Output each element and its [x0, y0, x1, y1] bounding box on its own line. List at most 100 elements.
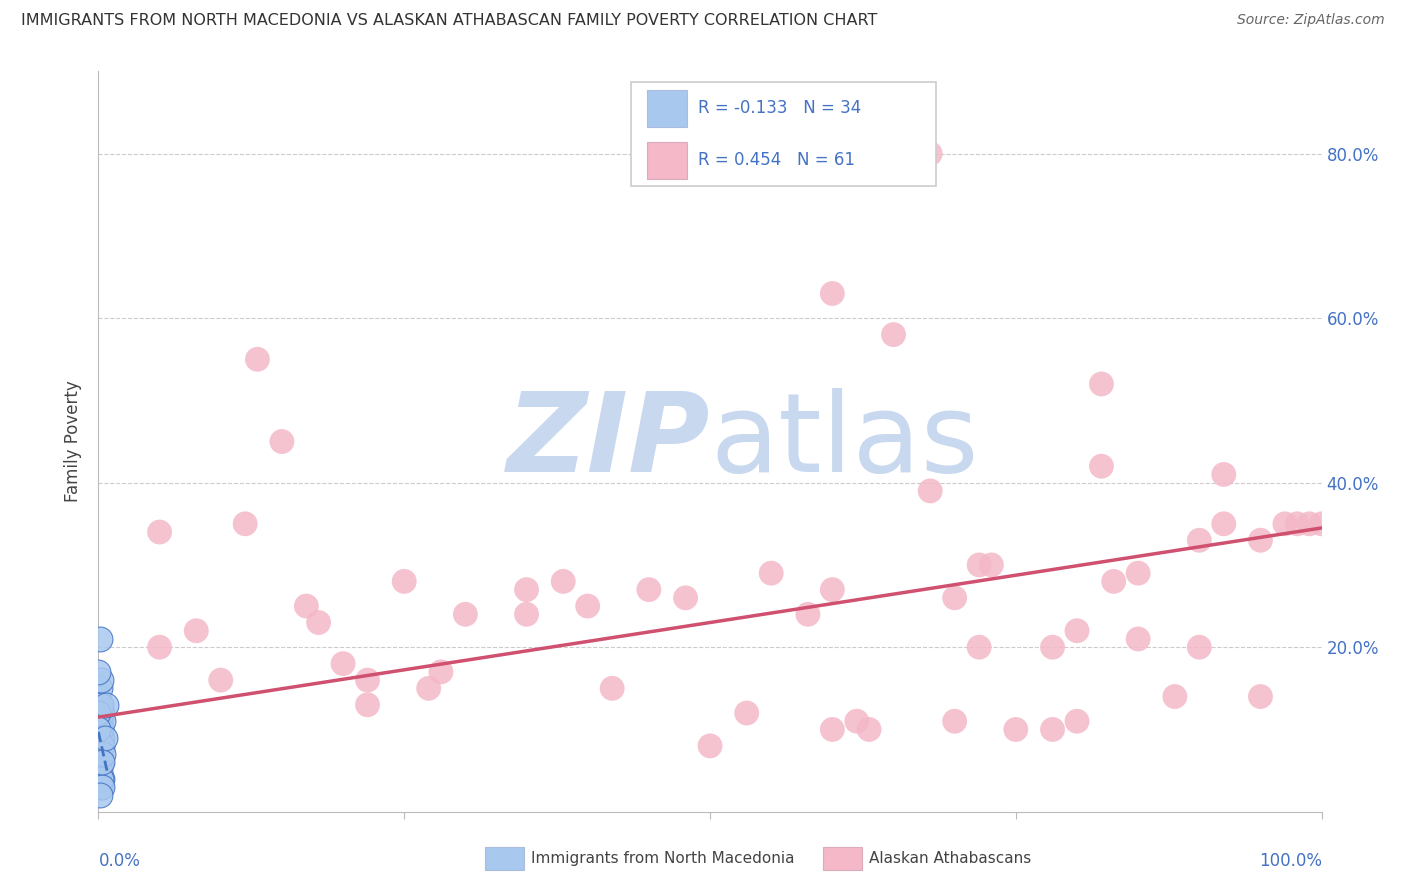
Point: [270, 434, 294, 449]
Point: [89, 764, 111, 778]
Point: [1298, 516, 1320, 531]
Point: [943, 714, 966, 729]
Point: [89, 632, 111, 646]
Point: [735, 706, 758, 720]
Point: [553, 574, 575, 589]
Point: [89, 747, 111, 761]
Point: [89, 780, 111, 794]
Point: [91, 731, 114, 745]
Text: Immigrants from North Macedonia: Immigrants from North Macedonia: [531, 852, 794, 866]
Point: [883, 327, 905, 342]
Text: Alaskan Athabascans: Alaskan Athabascans: [869, 852, 1031, 866]
Point: [638, 582, 661, 597]
Point: [90, 698, 112, 712]
Point: [1188, 640, 1211, 655]
Point: [1128, 632, 1150, 646]
Point: [90, 756, 112, 770]
Point: [1249, 690, 1271, 704]
Point: [454, 607, 477, 622]
Text: 100.0%: 100.0%: [1258, 853, 1322, 871]
Point: [89, 681, 111, 696]
Point: [87, 665, 110, 679]
Point: [1090, 459, 1112, 474]
Point: [93, 731, 115, 745]
Point: [90, 772, 112, 786]
Point: [967, 558, 990, 572]
Point: [233, 516, 256, 531]
Point: [392, 574, 416, 589]
Point: [430, 665, 453, 679]
Point: [246, 352, 269, 367]
Text: 0.0%: 0.0%: [98, 853, 141, 871]
Point: [91, 739, 114, 753]
Point: [1286, 516, 1309, 531]
Point: [89, 789, 111, 803]
Point: [91, 772, 114, 786]
Point: [87, 756, 110, 770]
Point: [1212, 467, 1234, 482]
Point: [90, 723, 112, 737]
Point: [967, 640, 990, 655]
Point: [920, 483, 942, 498]
Point: [356, 673, 378, 687]
Text: IMMIGRANTS FROM NORTH MACEDONIA VS ALASKAN ATHABASCAN FAMILY POVERTY CORRELATION: IMMIGRANTS FROM NORTH MACEDONIA VS ALASK…: [21, 13, 877, 29]
Point: [980, 558, 1002, 572]
Point: [87, 723, 110, 737]
Point: [576, 599, 599, 613]
Point: [515, 607, 537, 622]
Point: [821, 582, 844, 597]
Point: [87, 764, 110, 778]
Point: [90, 673, 112, 687]
Point: [87, 706, 110, 720]
Point: [1188, 533, 1211, 548]
Point: [418, 681, 440, 696]
Point: [675, 591, 697, 605]
Point: [295, 599, 318, 613]
Point: [1128, 566, 1150, 581]
Point: [699, 739, 721, 753]
Point: [91, 780, 114, 794]
Point: [87, 747, 110, 761]
Point: [1164, 690, 1187, 704]
Point: [94, 698, 117, 712]
Point: [761, 566, 783, 581]
Point: [356, 698, 378, 712]
Point: [845, 714, 868, 729]
Point: [89, 698, 111, 712]
Text: R = 0.454   N = 61: R = 0.454 N = 61: [697, 152, 855, 169]
Point: [858, 723, 880, 737]
Point: [821, 286, 844, 301]
Point: [515, 582, 537, 597]
Point: [332, 657, 354, 671]
Point: [1004, 723, 1026, 737]
Point: [149, 640, 172, 655]
Point: [1310, 516, 1333, 531]
Point: [209, 673, 232, 687]
Text: R = -0.133   N = 34: R = -0.133 N = 34: [697, 99, 862, 118]
Point: [1066, 714, 1088, 729]
Point: [91, 756, 114, 770]
Point: [90, 739, 112, 753]
Point: [1066, 624, 1088, 638]
Point: [87, 690, 110, 704]
Point: [89, 714, 111, 729]
Point: [308, 615, 330, 630]
Point: [920, 146, 942, 161]
Text: Source: ZipAtlas.com: Source: ZipAtlas.com: [1237, 13, 1385, 28]
Point: [149, 524, 172, 539]
Point: [87, 723, 110, 737]
Point: [821, 723, 844, 737]
Y-axis label: Family Poverty: Family Poverty: [65, 381, 83, 502]
Text: ZIP: ZIP: [506, 388, 710, 495]
Point: [91, 747, 114, 761]
Point: [1274, 516, 1296, 531]
Point: [1102, 574, 1125, 589]
Point: [797, 607, 820, 622]
Point: [186, 624, 208, 638]
Text: atlas: atlas: [710, 388, 979, 495]
Point: [943, 591, 966, 605]
Point: [91, 706, 114, 720]
Point: [1042, 640, 1064, 655]
Point: [1090, 376, 1112, 391]
Point: [1212, 516, 1234, 531]
